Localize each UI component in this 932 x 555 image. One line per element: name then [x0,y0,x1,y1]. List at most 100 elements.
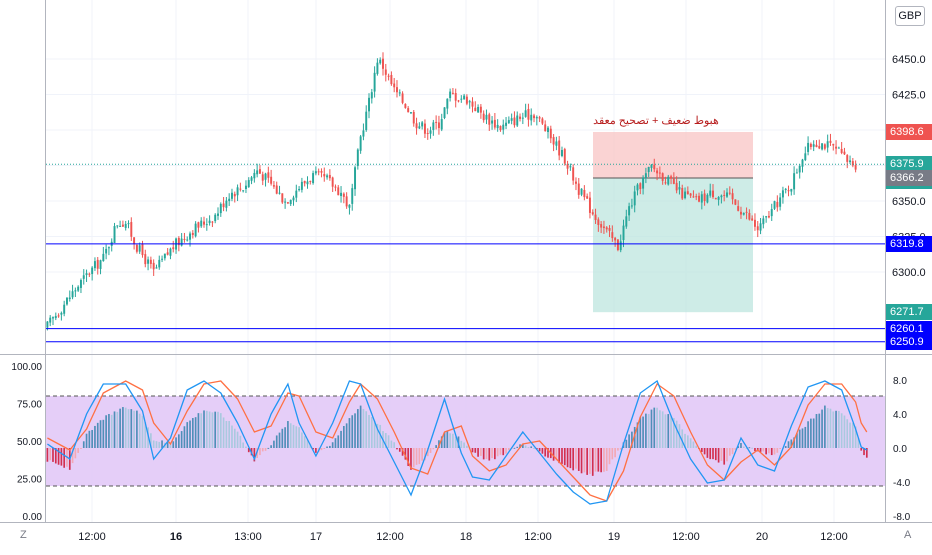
candle-body [588,197,591,213]
candle-body [630,205,633,207]
histogram-bar [681,429,684,448]
histogram-bar [801,428,804,448]
candle-body [149,259,152,264]
histogram-bar [384,433,387,448]
candle-body [835,146,838,149]
histogram-bar [597,448,600,472]
candle-body [387,75,390,77]
histogram-bar [116,411,119,448]
candle-body [734,199,737,205]
histogram-bar [452,433,454,448]
candle-body [348,204,351,208]
price-tag-line: 6250.9 [886,333,932,350]
oscillator-left-axis-label: 50.00 [17,437,42,448]
candle-body [435,121,438,123]
histogram-bar [356,409,359,448]
candle-body [756,226,759,231]
histogram-bar [259,448,261,456]
histogram-bar [742,446,745,448]
currency-badge[interactable]: GBP [895,6,925,26]
candle-body [281,193,284,203]
candle-body [507,120,510,124]
candle-body [161,258,164,260]
histogram-bar [208,411,211,448]
overbought-oversold-band [46,396,885,486]
histogram-bar [267,447,270,449]
candle-body [541,118,544,124]
candle-body [208,220,211,224]
candle-body [650,164,653,168]
candle-body [843,151,846,155]
candle-body [52,317,54,319]
histogram-bar [650,409,653,448]
histogram-bar [686,435,689,448]
candle-body [429,130,432,134]
candle-body [351,188,354,204]
histogram-bar [96,422,99,448]
candle-body [211,221,214,223]
histogram-bar [365,411,368,448]
time-axis-label: 16 [170,531,182,543]
histogram-bar [155,441,158,448]
histogram-bar [474,448,477,453]
histogram-bar [591,448,594,476]
candle-body [93,261,96,269]
candle-body [790,188,793,192]
histogram-bar [368,414,370,448]
candle-body [233,193,236,197]
candle-body [684,191,687,199]
candle-body [423,123,426,134]
histogram-bar [362,408,365,448]
annotation-text[interactable]: هبوط ضعيف + تصحيح معقد [593,115,719,127]
candle-body [510,118,513,121]
histogram-bar [734,448,737,450]
auto-scale-button[interactable]: A [904,529,912,541]
candle-body [306,181,309,185]
histogram-bar [667,414,670,448]
candle-body [742,212,745,215]
histogram-bar [530,446,533,448]
histogram-bar [253,448,256,462]
take-profit-zone[interactable] [593,177,753,313]
candle-body [312,173,315,184]
candle-body [823,144,826,149]
candle-body [267,172,270,178]
histogram-bar [194,417,197,448]
candle-body [398,92,401,94]
candle-body [837,147,840,149]
histogram-bar [566,448,569,468]
histogram-bar [460,440,463,448]
histogram-bar [284,427,286,448]
histogram-bar [275,435,278,448]
candle-body [54,316,57,319]
histogram-bar [633,426,636,448]
histogram-bar [105,415,107,448]
corner-left-button[interactable]: Z [20,529,27,541]
stop-loss-zone[interactable] [593,131,753,178]
candle-body [253,172,256,179]
candle-body [832,143,835,146]
histogram-bar [144,422,147,448]
histogram-bar [521,444,524,448]
candle-body [625,216,628,227]
candle-body [236,187,239,196]
oscillator-right-axis-label: 0.0 [893,444,907,455]
histogram-bar [491,448,493,459]
histogram-bar [684,433,686,448]
time-axis-label: 20 [756,531,768,543]
histogram-bar [712,448,714,460]
position-zones[interactable] [593,131,753,313]
candle-body [770,209,773,217]
axes: 6450.06425.06400.06375.06350.06325.06300… [11,54,925,543]
histogram-bar [793,437,795,448]
horizontal-lines[interactable] [46,163,885,343]
histogram-bar [264,448,267,451]
histogram-bar [502,448,505,456]
oscillator [46,379,885,505]
histogram-bar [480,448,482,456]
histogram-bar [843,415,846,448]
candle-body [712,190,714,198]
histogram-bar [748,447,751,449]
